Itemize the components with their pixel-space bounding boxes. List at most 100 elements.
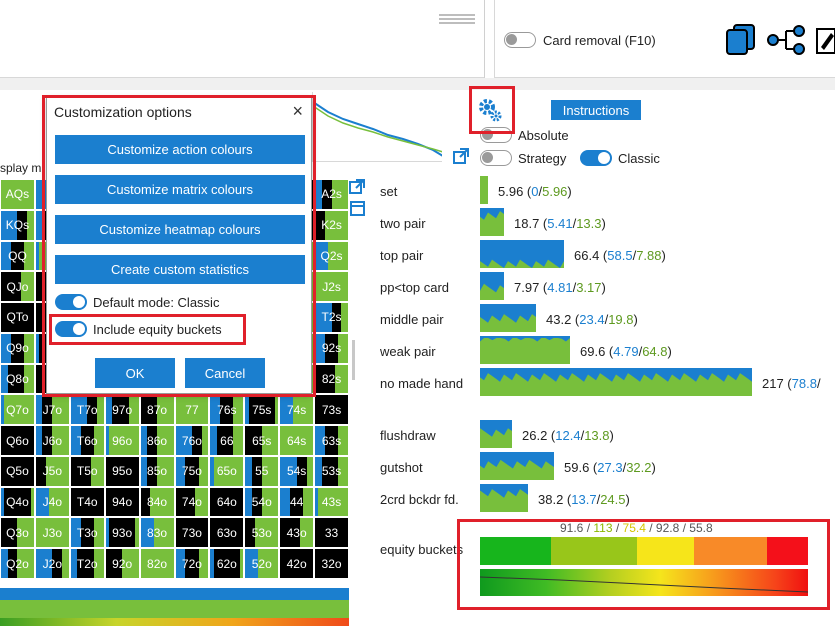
matrix-cell[interactable]: T2s [314,302,349,333]
matrix-cell[interactable]: T6o [69,425,105,456]
matrix-cell[interactable]: 55 [244,455,280,487]
customize-matrix-colours-button[interactable]: Customize matrix colours [55,175,305,204]
matrix-cell[interactable]: 64o [209,486,245,518]
matrix-cell[interactable]: 32o [314,548,349,579]
matrix-cell[interactable]: 92o [104,548,140,579]
matrix-cell[interactable]: 64s [279,425,315,456]
matrix-cell[interactable]: K2s [314,209,349,241]
card-removal-toggle[interactable] [504,32,536,48]
close-icon[interactable]: × [292,101,303,121]
include-equity-row[interactable]: Include equity buckets [55,321,222,337]
matrix-cell[interactable]: J4o [34,486,70,518]
matrix-cell[interactable]: 42o [279,548,315,579]
matrix-cell[interactable]: 82s [314,363,349,395]
matrix-cell[interactable]: 43s [314,486,349,518]
window-icon[interactable] [349,200,367,218]
matrix-cell[interactable]: J2s [314,271,349,303]
matrix-cell[interactable]: 52o [244,548,280,579]
matrix-cell[interactable]: KQs [0,209,35,241]
popout-icon[interactable] [453,148,469,164]
matrix-cell[interactable]: 74o [174,486,210,518]
matrix-cell[interactable]: J6o [34,425,70,456]
matrix-cell[interactable]: 92s [314,332,349,364]
matrix-cell[interactable]: 82o [139,548,175,579]
matrix-cell[interactable]: 53o [244,517,280,549]
matrix-cell[interactable]: 73o [174,517,210,549]
absolute-option[interactable]: Absolute [480,127,569,143]
matrix-cell[interactable]: 66 [209,425,245,456]
matrix-cell[interactable]: 85o [139,455,175,487]
matrix-cell[interactable]: 63o [209,517,245,549]
matrix-cell[interactable]: 75s [244,394,280,426]
matrix-cell[interactable]: 74s [279,394,315,426]
classic-option[interactable]: Classic [580,150,660,166]
matrix-cell[interactable]: 53s [314,455,349,487]
matrix-cell[interactable]: 76s [209,394,245,426]
matrix-cell[interactable]: A2s [314,179,349,210]
include-equity-toggle[interactable] [55,321,87,337]
strategy-option[interactable]: Strategy [480,150,566,166]
matrix-cell[interactable]: QTo [0,302,35,333]
matrix-cell[interactable]: J7o [34,394,70,426]
matrix-cell[interactable]: Q2s [314,240,349,272]
matrix-cell[interactable]: 65s [244,425,280,456]
matrix-cell[interactable]: QJo [0,271,35,303]
matrix-cell[interactable]: 72o [174,548,210,579]
matrix-cell[interactable]: 54s [279,455,315,487]
matrix-cell[interactable]: Q2o [0,548,35,579]
matrix-cell[interactable]: 94o [104,486,140,518]
default-mode-toggle[interactable] [55,294,87,310]
matrix-cell[interactable]: 87o [139,394,175,426]
matrix-cell[interactable]: 65o [209,455,245,487]
matrix-cell[interactable]: 93o [104,517,140,549]
matrix-cell[interactable]: AQs [0,179,35,210]
matrix-cell[interactable]: 54o [244,486,280,518]
matrix-cell[interactable]: 44 [279,486,315,518]
matrix-cell[interactable]: Q5o [0,455,35,487]
matrix-cell[interactable]: 77 [174,394,210,426]
card-removal-row[interactable]: Card removal (F10) [504,32,656,48]
cancel-button[interactable]: Cancel [185,358,265,388]
matrix-cell[interactable]: 95o [104,455,140,487]
matrix-cell[interactable]: 86o [139,425,175,456]
menu-handle-icon[interactable] [439,14,475,26]
create-custom-statistics-button[interactable]: Create custom statistics [55,255,305,284]
matrix-cell[interactable]: 43o [279,517,315,549]
matrix-cell[interactable]: T5o [69,455,105,487]
customize-action-colours-button[interactable]: Customize action colours [55,135,305,164]
matrix-cell[interactable]: J3o [34,517,70,549]
matrix-cell[interactable]: 63s [314,425,349,456]
matrix-cell[interactable]: J5o [34,455,70,487]
matrix-cell[interactable]: Q3o [0,517,35,549]
instructions-button[interactable]: Instructions [551,100,641,120]
matrix-cell[interactable]: T7o [69,394,105,426]
tree-icon[interactable] [766,25,808,55]
matrix-cell[interactable]: 62o [209,548,245,579]
matrix-cell[interactable]: 97o [104,394,140,426]
matrix-cell[interactable]: T2o [69,548,105,579]
matrix-cell[interactable]: Q6o [0,425,35,456]
matrix-cell[interactable]: 75o [174,455,210,487]
absolute-toggle[interactable] [480,127,512,143]
matrix-cell[interactable]: J2o [34,548,70,579]
customize-heatmap-colours-button[interactable]: Customize heatmap colours [55,215,305,244]
edit-icon[interactable] [815,25,835,55]
matrix-cell[interactable]: 73s [314,394,349,426]
matrix-cell[interactable]: Q8o [0,363,35,395]
matrix-cell[interactable]: 76o [174,425,210,456]
matrix-cell[interactable]: 33 [314,517,349,549]
matrix-cell[interactable]: Q7o [0,394,35,426]
matrix-cell[interactable]: 83o [139,517,175,549]
gear-icon[interactable] [477,97,503,123]
matrix-cell[interactable]: Q9o [0,332,35,364]
matrix-cell[interactable]: 96o [104,425,140,456]
ok-button[interactable]: OK [95,358,175,388]
external-link-icon[interactable] [348,178,366,196]
matrix-cell[interactable]: T3o [69,517,105,549]
matrix-cell[interactable]: QQ [0,240,35,272]
classic-toggle[interactable] [580,150,612,166]
default-mode-row[interactable]: Default mode: Classic [55,294,219,310]
matrix-cell[interactable]: T4o [69,486,105,518]
matrix-cell[interactable]: Q4o [0,486,35,518]
copy-icon[interactable] [724,23,758,57]
